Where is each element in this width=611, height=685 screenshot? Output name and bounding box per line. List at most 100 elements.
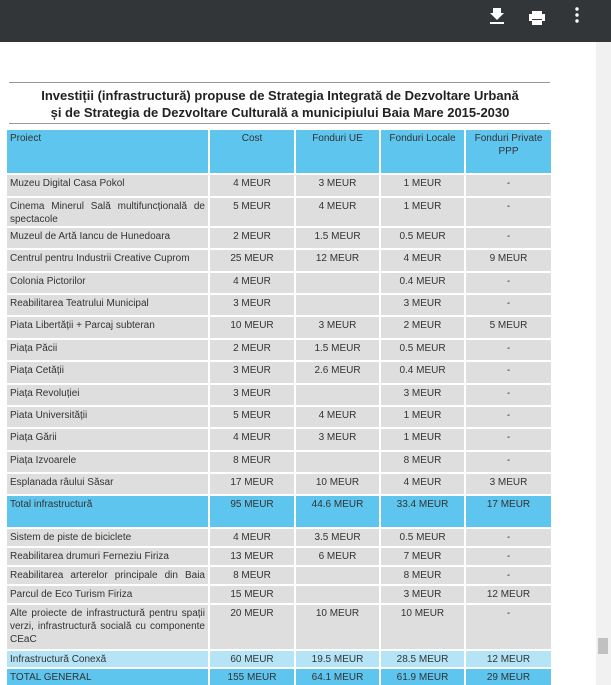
table-cell: Infrastructură Conexă — [7, 651, 210, 669]
print-icon[interactable] — [529, 11, 545, 25]
table-cell: Cinema Minerul Sală multifuncțională de … — [7, 198, 210, 228]
table-cell: Piața Păcii — [7, 340, 210, 362]
table-cell: 4 MEUR — [296, 198, 381, 228]
table-cell: 6 MEUR — [296, 548, 381, 567]
scrollbar[interactable] — [596, 42, 611, 685]
table-cell: Sistem de piste de biciclete — [7, 529, 210, 548]
table-cell: Colonia Pictorilor — [7, 273, 210, 295]
toolbar-icons — [490, 7, 579, 25]
table-cell: - — [466, 362, 553, 385]
table-cell: - — [466, 429, 553, 452]
table-cell: 3 MEUR — [381, 586, 466, 605]
table-cell: 12 MEUR — [296, 250, 381, 273]
table-cell: 3 MEUR — [296, 175, 381, 198]
table-cell: 2 MEUR — [210, 340, 296, 362]
table-cell: Fonduri UE — [296, 130, 381, 175]
table-cell: 25 MEUR — [210, 250, 296, 273]
table-cell: 33.4 MEUR — [381, 496, 466, 529]
title: și de Strategia de Dezvoltare Culturală … — [50, 105, 510, 120]
table-cell: - — [466, 273, 553, 295]
table-cell: 19.5 MEUR — [296, 651, 381, 669]
table-cell — [296, 452, 381, 474]
toolbar — [0, 0, 611, 42]
table-cell: 10 MEUR — [210, 317, 296, 340]
table-cell: 4 MEUR — [381, 474, 466, 496]
table-cell: 2.6 MEUR — [296, 362, 381, 385]
table-cell: 8 MEUR — [210, 452, 296, 474]
table-cell: Total infrastructură — [7, 496, 210, 529]
table-cell: Fonduri Private PPP — [466, 130, 553, 175]
table-cell: 1 MEUR — [381, 198, 466, 228]
table-cell: Fonduri Locale — [381, 130, 466, 175]
table-cell: 2 MEUR — [381, 317, 466, 340]
table-cell: Muzeu Digital Casa Pokol — [7, 175, 210, 198]
table-cell: 17 MEUR — [466, 496, 553, 529]
table-cell: 4 MEUR — [210, 273, 296, 295]
table-cell: 13 MEUR — [210, 548, 296, 567]
table-cell: 15 MEUR — [210, 586, 296, 605]
table-cell: 7 MEUR — [381, 548, 466, 567]
table-cell: 29 MEUR — [466, 669, 553, 685]
table-cell: 44.6 MEUR — [296, 496, 381, 529]
table-cell: 64.1 MEUR — [296, 669, 381, 685]
table-cell: 61.9 MEUR — [381, 669, 466, 685]
table-cell: Piața Gării — [7, 429, 210, 452]
table-cell: Reabilitarea arterelor principale din Ba… — [7, 567, 210, 586]
table-cell: 0.5 MEUR — [381, 529, 466, 548]
table-cell: Muzeul de Artă Iancu de Hunedoara — [7, 228, 210, 250]
table-cell: Centrul pentru Industrii Creative Cuprom — [7, 250, 210, 273]
table-cell: 95 MEUR — [210, 496, 296, 529]
table-cell: 28.5 MEUR — [381, 651, 466, 669]
table-cell: Piața Revoluției — [7, 385, 210, 407]
table-cell: - — [466, 175, 553, 198]
table-cell: 4 MEUR — [210, 429, 296, 452]
table-cell: 1.5 MEUR — [296, 340, 381, 362]
table-cell: 60 MEUR — [210, 651, 296, 669]
table-cell: Parcul de Eco Turism Firiza — [7, 586, 210, 605]
table-cell: 5 MEUR — [210, 407, 296, 429]
rule — [9, 123, 550, 124]
table-cell: Reabilitarea drumuri Ferneziu Firiza — [7, 548, 210, 567]
table-cell: 155 MEUR — [210, 669, 296, 685]
table-cell: Reabilitarea Teatrului Municipal — [7, 295, 210, 317]
table-cell: Piața Cetății — [7, 362, 210, 385]
table-cell: 0.4 MEUR — [381, 362, 466, 385]
table-cell: Piata Universității — [7, 407, 210, 429]
table-cell — [296, 273, 381, 295]
table-cell — [296, 586, 381, 605]
table-cell: - — [466, 567, 553, 586]
table-cell: 3 MEUR — [296, 317, 381, 340]
table-cell: 4 MEUR — [210, 529, 296, 548]
table-cell: 3 MEUR — [210, 385, 296, 407]
more-icon[interactable] — [575, 7, 579, 23]
table-cell: Alte proiecte de infrastructură pentru s… — [7, 605, 210, 651]
download-icon[interactable] — [490, 8, 504, 24]
table-cell: 4 MEUR — [296, 407, 381, 429]
table-cell: 9 MEUR — [466, 250, 553, 273]
table-cell — [296, 295, 381, 317]
table-cell: 4 MEUR — [210, 175, 296, 198]
table-cell: 12 MEUR — [466, 651, 553, 669]
table-cell: - — [466, 228, 553, 250]
table-cell: 3 MEUR — [381, 295, 466, 317]
table-cell — [296, 385, 381, 407]
table-cell: 5 MEUR — [210, 198, 296, 228]
table-cell: 20 MEUR — [210, 605, 296, 651]
table-cell: 3 MEUR — [210, 295, 296, 317]
table-cell: - — [466, 340, 553, 362]
table-cell: TOTAL GENERAL — [7, 669, 210, 685]
table-cell: - — [466, 198, 553, 228]
table-cell: - — [466, 605, 553, 651]
table-cell: 8 MEUR — [210, 567, 296, 586]
scroll-thumb[interactable] — [598, 638, 608, 654]
table-cell: Piata Libertății + Parcaj subteran — [7, 317, 210, 340]
title: Investiții (infrastructură) propuse de S… — [41, 88, 519, 103]
table-cell: 0.4 MEUR — [381, 273, 466, 295]
table-cell: Piața Izvoarele — [7, 452, 210, 474]
table-cell: 4 MEUR — [381, 250, 466, 273]
table-cell: - — [466, 385, 553, 407]
table-cell: 17 MEUR — [210, 474, 296, 496]
table-cell: 5 MEUR — [466, 317, 553, 340]
table-cell: 10 MEUR — [296, 605, 381, 651]
